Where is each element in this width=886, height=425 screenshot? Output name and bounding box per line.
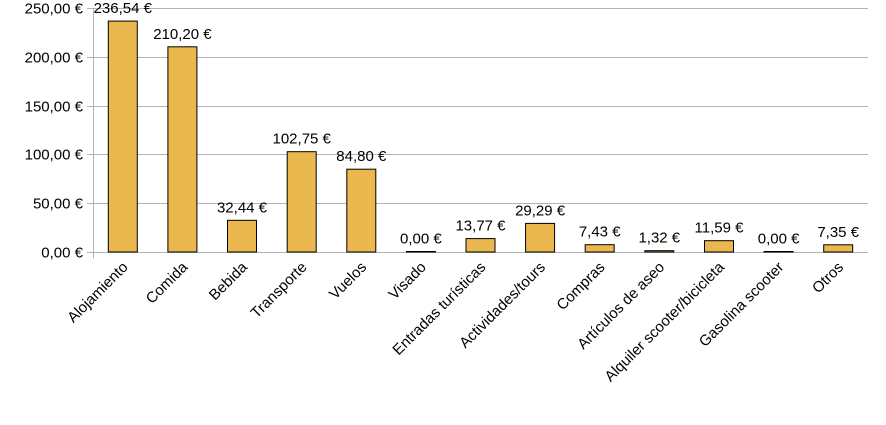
x-tick-label: Transporte (248, 259, 311, 322)
data-label: 29,29 € (515, 202, 566, 219)
x-tick-label: Otros (809, 259, 847, 297)
data-label: 7,35 € (817, 224, 859, 241)
bars (107, 20, 854, 253)
x-tick-label: Bebida (206, 258, 252, 304)
bar (704, 240, 734, 253)
bar (346, 168, 377, 253)
data-label: 0,00 € (400, 231, 442, 248)
bar (107, 20, 138, 253)
bar (227, 219, 257, 253)
x-tick-label: Vuelos (326, 259, 370, 303)
x-tick-label: Comida (143, 258, 192, 307)
bar (405, 251, 436, 253)
data-label: 0,00 € (758, 231, 800, 248)
data-label: 210,20 € (153, 26, 212, 43)
data-label: 236,54 € (94, 0, 153, 17)
y-tick-label: 150,00 € (25, 99, 84, 116)
bar (286, 151, 317, 253)
gridlines (93, 8, 868, 258)
bar (167, 46, 198, 253)
bar (525, 222, 556, 253)
y-tick-label: 250,00 € (25, 1, 84, 18)
y-axis-ticks: 0,00 € 50,00 € 100,00 € 150,00 € 200,00 € 250… (25, 1, 93, 262)
data-label: 13,77 € (455, 218, 506, 235)
y-tick-label: 50,00 € (33, 196, 84, 213)
x-tick-label: Compras (553, 259, 608, 314)
data-label: 11,59 € (695, 220, 745, 237)
bar (584, 244, 615, 253)
data-label: 102,75 € (273, 131, 332, 148)
data-label: 32,44 € (217, 199, 268, 216)
y-tick-label: 200,00 € (25, 50, 84, 67)
y-tick-label: 100,00 € (25, 147, 84, 164)
data-label: 84,80 € (336, 148, 387, 165)
data-label: 1,32 € (638, 230, 680, 247)
x-tick-label: Alojamiento (64, 259, 131, 326)
bar (644, 250, 675, 253)
x-tick-label: Alquiler scooter/bicicleta (601, 258, 728, 385)
bar (465, 238, 496, 253)
bar (823, 244, 854, 253)
data-label: 7,43 € (579, 224, 621, 241)
x-tick-label: Visado (385, 259, 429, 303)
y-tick-label: 0,00 € (41, 245, 83, 262)
data-labels: 236,54 €210,20 € 32,44 € 102,75 €84,80 € 0,… (94, 0, 860, 247)
bar (763, 251, 794, 253)
